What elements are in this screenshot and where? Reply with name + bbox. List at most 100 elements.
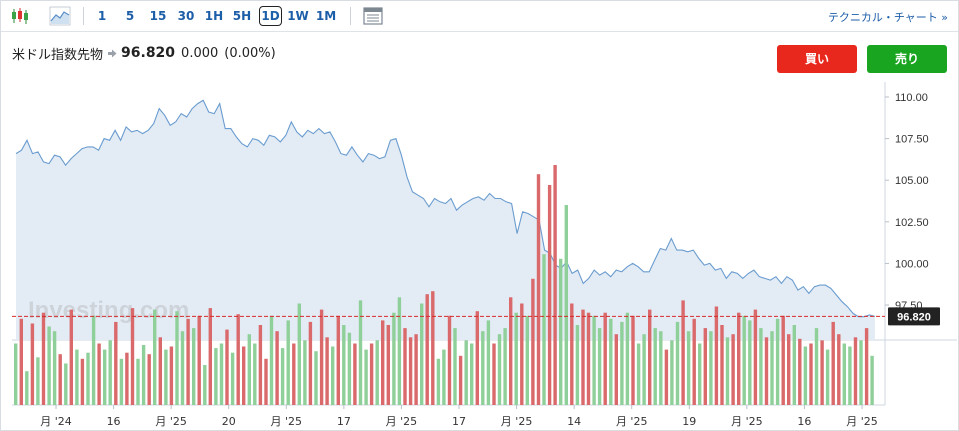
volume-bar (803, 346, 808, 405)
volume-bar (453, 328, 457, 405)
volume-bar (870, 355, 874, 405)
price-change: 0.000 (181, 45, 219, 61)
volume-bar (319, 309, 324, 405)
volume-bar (164, 349, 168, 405)
chart-toolbar: 1 5 15 30 1H 5H 1D 1W 1M テクニカル・チャート » (1, 1, 958, 32)
volume-bar (464, 340, 468, 405)
x-tick-label: 月 '25 (155, 415, 187, 428)
volume-bar (414, 334, 418, 405)
timeframe-1d[interactable]: 1D (259, 6, 282, 26)
volume-bar (864, 328, 869, 405)
timeframe-1w[interactable]: 1W (287, 9, 309, 23)
volume-bar (297, 303, 301, 405)
volume-bar (325, 337, 329, 405)
volume-bar (725, 337, 730, 405)
volume-bar (737, 312, 741, 405)
volume-bar (136, 358, 140, 405)
volume-bar (225, 329, 229, 405)
volume-bar (848, 346, 852, 405)
volume-bar (692, 318, 696, 405)
instrument-header: 米ドル指数先物 96.820 0.000 (0.00%) (12, 43, 276, 63)
volume-bar (714, 306, 719, 405)
timeframe-1m[interactable]: 1M (315, 9, 337, 23)
current-price-label: 96.820 (897, 311, 931, 323)
volume-bar (792, 325, 796, 405)
volume-bar (547, 185, 552, 405)
x-tick-label: 月 '25 (731, 415, 763, 428)
volume-bar (80, 358, 85, 405)
volume-bar (447, 315, 452, 405)
volume-bar (475, 311, 479, 405)
volume-bar (431, 291, 435, 405)
timeframe-15[interactable]: 15 (149, 9, 167, 23)
timeframe-1[interactable]: 1 (97, 9, 107, 23)
volume-bar (620, 321, 624, 405)
volume-bar (36, 357, 40, 405)
volume-bar (186, 318, 190, 405)
area-chart-icon[interactable] (49, 5, 71, 27)
volume-bar (141, 345, 146, 405)
volume-bar (592, 315, 596, 405)
volume-bar (114, 321, 118, 405)
y-tick-label: 100.00 (895, 258, 929, 270)
volume-bar (91, 315, 96, 405)
volume-bar (214, 348, 218, 405)
volume-bar (236, 314, 240, 405)
volume-bar (64, 363, 68, 405)
volume-bar (764, 337, 769, 405)
volume-bar (553, 165, 557, 405)
volume-bar (258, 325, 263, 405)
volume-bar (369, 343, 374, 405)
candlestick-icon[interactable] (10, 5, 32, 27)
volume-bar (14, 343, 18, 405)
volume-bar (125, 352, 129, 405)
volume-bar (347, 332, 352, 405)
timeframe-5h[interactable]: 5H (232, 9, 252, 23)
volume-bar (742, 315, 746, 405)
volume-bar (837, 334, 841, 405)
volume-bar (364, 349, 368, 405)
volume-bar (403, 328, 407, 405)
volume-bar (242, 346, 246, 405)
right-arrow-icon (108, 49, 117, 58)
volume-bar (825, 349, 830, 405)
volume-bar (581, 309, 585, 405)
volume-bar (703, 328, 707, 405)
volume-bar (720, 325, 724, 405)
volume-bar (147, 354, 151, 405)
volume-bar (208, 308, 212, 405)
volume-bar (103, 349, 107, 405)
x-tick-label: 17 (452, 415, 466, 428)
instrument-name[interactable]: 米ドル指数先物 (12, 47, 104, 63)
sell-button[interactable]: 売り (867, 45, 947, 73)
volume-bar (509, 297, 513, 405)
volume-bar (698, 343, 702, 405)
volume-bar (75, 349, 79, 405)
toolbar-divider (350, 7, 351, 25)
timeframe-5[interactable]: 5 (125, 9, 135, 23)
buy-button[interactable]: 買い (777, 45, 857, 73)
x-tick-label: 17 (337, 415, 351, 428)
volume-bar (798, 338, 802, 405)
technical-chart-link[interactable]: テクニカル・チャート » (827, 11, 948, 24)
volume-bar (686, 331, 691, 405)
volume-bar (386, 325, 390, 405)
volume-bar (203, 365, 207, 405)
volume-bar (158, 337, 162, 405)
volume-bar (353, 343, 357, 405)
timeframe-30[interactable]: 30 (177, 9, 195, 23)
volume-bar (175, 311, 179, 405)
volume-bar (814, 328, 819, 405)
volume-bar (709, 331, 713, 405)
volume-bar (264, 358, 268, 405)
volume-bar (397, 297, 402, 405)
timeframe-1h[interactable]: 1H (204, 9, 224, 23)
data-table-icon[interactable] (362, 5, 384, 27)
volume-bar (575, 325, 580, 405)
volume-bar (525, 315, 529, 405)
x-tick-label: 月 '25 (501, 415, 533, 428)
volume-bar (659, 331, 663, 405)
volume-bar (648, 309, 652, 405)
watermark: Investing.com (28, 297, 189, 324)
